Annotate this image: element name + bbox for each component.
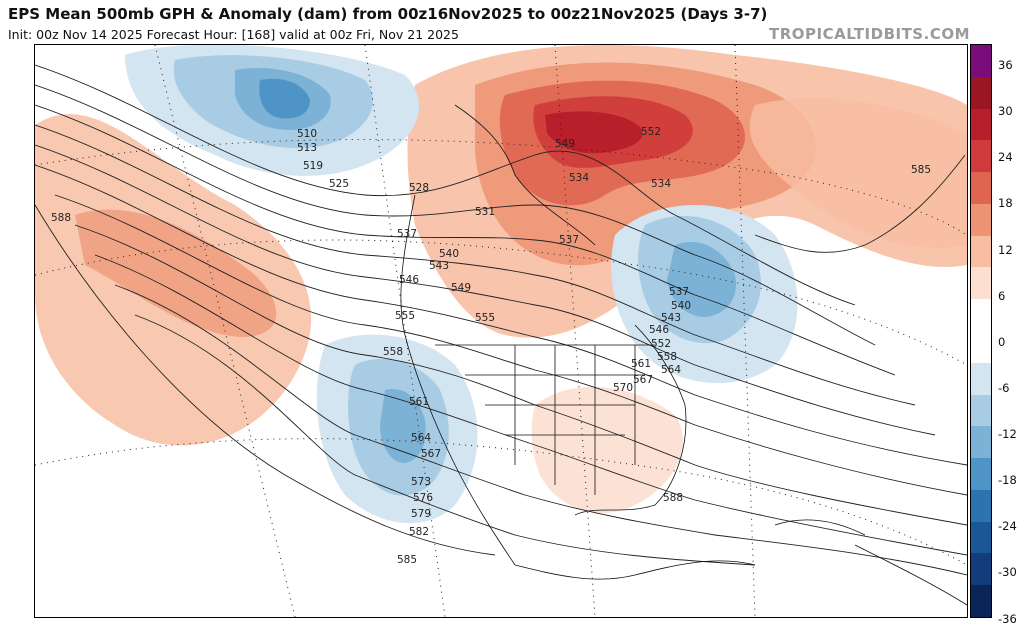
contour-label: 576	[413, 492, 433, 504]
colorbar-label: 6	[998, 288, 1006, 303]
contour-label: 582	[409, 526, 429, 538]
contour-label: 573	[411, 476, 431, 488]
contour-label: 537	[397, 228, 417, 240]
contour-label: 540	[671, 300, 691, 312]
site-watermark: TROPICALTIDBITS.COM	[769, 25, 970, 43]
contour-label: 558	[383, 346, 403, 358]
contour-label: 546	[399, 274, 419, 286]
colorbar-label: -24	[998, 519, 1017, 534]
contour-label: 531	[475, 206, 495, 218]
contour-label: 588	[51, 212, 71, 224]
contour-label: 528	[409, 182, 429, 194]
colorbar-segment	[971, 458, 991, 491]
colorbar-segment	[971, 140, 991, 173]
contour-labels: 510 513 519 525 528 534 537 537 540 543 …	[51, 126, 931, 566]
graticule	[35, 45, 967, 617]
map-title: EPS Mean 500mb GPH & Anomaly (dam) from …	[8, 5, 768, 23]
colorbar-segment	[971, 489, 991, 523]
colorbar-label: -12	[998, 427, 1017, 442]
colorbar-segment	[971, 394, 991, 427]
contour-label: 585	[397, 554, 417, 566]
colorbar-segment	[971, 585, 991, 618]
map-canvas: 510 513 519 525 528 534 537 537 540 543 …	[35, 45, 967, 617]
colorbar-segment	[971, 108, 991, 141]
contour-label: 585	[911, 164, 931, 176]
colorbar-label: 18	[998, 196, 1013, 211]
colorbar-label: 0	[998, 334, 1006, 349]
coastlines	[400, 104, 967, 606]
contour-label: 561	[631, 358, 651, 370]
colorbar	[970, 44, 992, 618]
colorbar-segment	[971, 76, 991, 110]
positive-anomaly-shading	[35, 45, 967, 514]
contour-label: 579	[411, 508, 431, 520]
colorbar-label: -36	[998, 611, 1017, 626]
colorbar-label: 36	[998, 58, 1013, 72]
contour-label: 588	[663, 492, 683, 504]
contour-label: 564	[411, 432, 431, 444]
contour-label: 567	[633, 374, 653, 386]
map-subtitle: Init: 00z Nov 14 2025 Forecast Hour: [16…	[8, 27, 459, 42]
contour-label: 549	[555, 138, 575, 150]
contour-label: 510	[297, 128, 317, 140]
colorbar-label: 30	[998, 104, 1013, 119]
contour-label: 549	[451, 282, 471, 294]
contour-label: 558	[657, 351, 677, 363]
contour-label: 537	[669, 286, 689, 298]
colorbar-segment	[971, 235, 991, 268]
colorbar-label: -18	[998, 473, 1017, 488]
contour-label: 555	[395, 310, 415, 322]
contour-label: 543	[661, 312, 681, 324]
contour-label: 519	[303, 160, 323, 172]
height-contours	[35, 64, 967, 576]
contour-label: 570	[613, 382, 633, 394]
colorbar-segment	[971, 267, 991, 300]
contour-label: 564	[661, 364, 681, 376]
contour-label: 552	[641, 126, 661, 138]
colorbar-segment	[971, 45, 991, 78]
colorbar-segment	[971, 426, 991, 459]
contour-label: 552	[651, 338, 671, 350]
contour-label: 567	[421, 448, 441, 460]
contour-label: 534	[569, 172, 589, 184]
colorbar-segment	[971, 331, 991, 364]
colorbar-segment	[971, 203, 991, 237]
colorbar-segment	[971, 172, 991, 205]
colorbar-label: -6	[998, 380, 1010, 395]
colorbar-label: -30	[998, 565, 1017, 580]
contour-label: 525	[329, 178, 349, 190]
weather-map: 510 513 519 525 528 534 537 537 540 543 …	[34, 44, 968, 618]
colorbar-segment	[971, 521, 991, 554]
colorbar-segment	[971, 362, 991, 396]
contour-label: 513	[297, 142, 317, 154]
contour-label: 546	[649, 324, 669, 336]
contour-label: 555	[475, 312, 495, 324]
contour-label: 537	[559, 234, 579, 246]
colorbar-segment	[971, 299, 991, 332]
contour-label: 534	[651, 178, 671, 190]
contour-label: 561	[409, 396, 429, 408]
colorbar-segment	[971, 553, 991, 586]
colorbar-label: 24	[998, 150, 1013, 165]
contour-label: 540	[439, 248, 459, 260]
colorbar-label: 12	[998, 242, 1013, 257]
contour-label: 543	[429, 260, 449, 272]
